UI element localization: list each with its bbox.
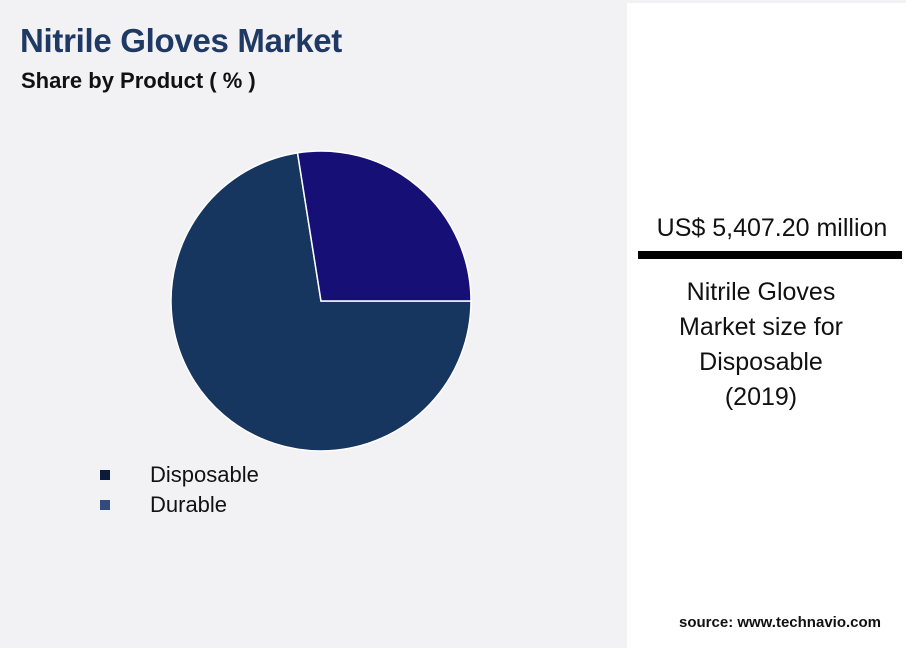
source-note: source: www.technavio.com xyxy=(679,614,881,631)
divider-rule xyxy=(638,251,902,259)
description-line-4: (2019) xyxy=(724,383,798,411)
pie-slice-disposable xyxy=(170,151,472,452)
legend-swatch-disposable xyxy=(100,470,110,480)
legend-item-durable: Durable xyxy=(100,490,259,520)
pie-slice-durable xyxy=(296,150,472,302)
market-size-description: Nitrile Gloves Market size for Disposabl… xyxy=(635,275,887,415)
description-line-3: Disposable xyxy=(699,348,823,376)
legend-label-disposable: Disposable xyxy=(150,462,259,487)
description-line-2: Market size for xyxy=(679,313,843,341)
description-line-1: Nitrile Gloves xyxy=(686,278,836,306)
market-size-value: US$ 5,407.20 million xyxy=(656,214,888,242)
chart-subtitle: Share by Product ( % ) xyxy=(21,68,256,93)
highlight-panel: US$ 5,407.20 million Nitrile Gloves Mark… xyxy=(627,3,906,648)
pie-chart xyxy=(170,150,472,452)
chart-legend: Disposable Durable xyxy=(100,460,259,520)
legend-label-durable: Durable xyxy=(150,492,228,517)
legend-item-disposable: Disposable xyxy=(100,460,259,490)
legend-swatch-durable xyxy=(100,500,110,510)
chart-title: Nitrile Gloves Market xyxy=(20,22,342,59)
